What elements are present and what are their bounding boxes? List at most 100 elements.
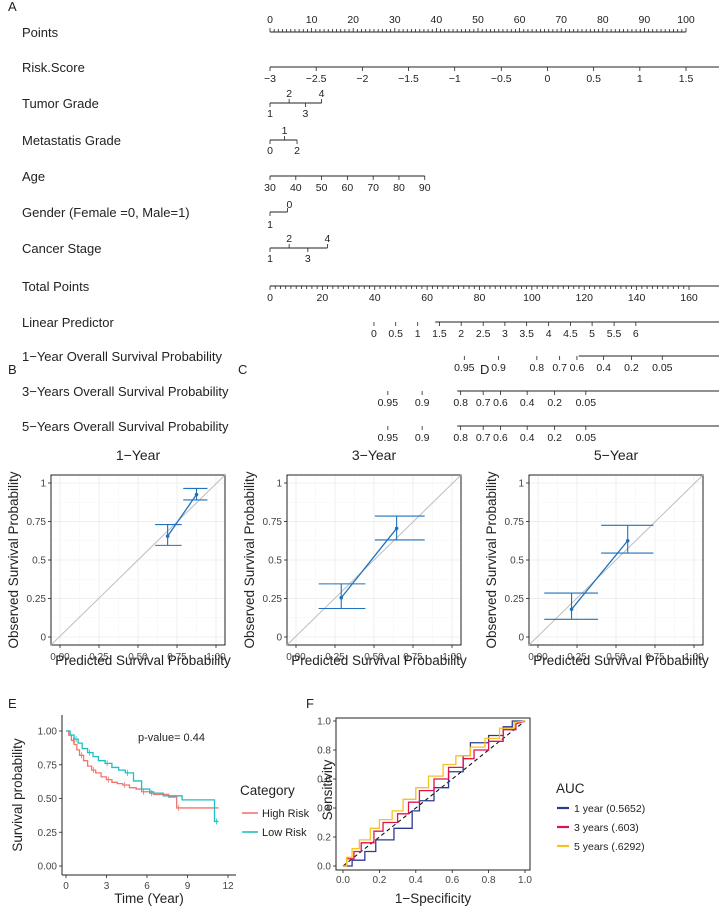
nomogram-tick-label: 100 bbox=[677, 14, 695, 26]
calibration-point bbox=[183, 487, 208, 501]
y-tick-label: 1 bbox=[518, 479, 524, 490]
nomogram-tick-label: 1 bbox=[267, 253, 273, 265]
nomogram-row: Age 30 40 50 60 70 80 90 bbox=[22, 169, 431, 194]
y-axis-label: Sensitivity bbox=[320, 759, 335, 820]
x-tick-label: 9 bbox=[185, 881, 191, 892]
nomogram-tick-label: 0 bbox=[371, 328, 377, 340]
x-tick-label: 1.0 bbox=[518, 875, 532, 886]
nomogram-row-label: 3−Years Overall Survival Probability bbox=[22, 384, 229, 399]
x-tick-label: 0.8 bbox=[482, 875, 496, 886]
panel-label: E bbox=[8, 696, 17, 711]
panel-label: D bbox=[480, 362, 489, 377]
nomogram-tick-label: −3 bbox=[264, 73, 276, 85]
chart-title: 1−Year bbox=[116, 447, 161, 463]
data-point bbox=[394, 526, 399, 531]
nomogram-row-label: Linear Predictor bbox=[22, 315, 114, 330]
x-tick-label: 0.00 bbox=[286, 652, 306, 663]
nomogram-row: Cancer Stage 1 2 3 4 bbox=[22, 233, 330, 265]
nomogram-tick-label: 0.7 bbox=[552, 362, 567, 374]
plot-frame bbox=[335, 717, 531, 871]
nomogram-row: Points 0 10 20 30 40 50 60 70 80 90 100 bbox=[22, 14, 695, 40]
x-tick-label: 0.00 bbox=[50, 652, 70, 663]
y-axis-label: Observed Survival Probability bbox=[484, 471, 499, 648]
nomogram-tick-label: 30 bbox=[389, 14, 401, 26]
y-tick-label: 1 bbox=[40, 479, 46, 490]
nomogram-tick-label: 4 bbox=[319, 88, 325, 100]
nomogram-tick-label: 0.7 bbox=[476, 397, 491, 409]
x-tick-label: 12 bbox=[222, 881, 234, 892]
nomogram-row: 1−Year Overall Survival Probability 0.95 0… bbox=[22, 349, 719, 374]
y-tick-label: 0 bbox=[40, 633, 46, 644]
nomogram-row-label: Points bbox=[22, 25, 59, 40]
nomogram-tick-label: 30 bbox=[264, 182, 276, 194]
y-tick-label: 0.25 bbox=[27, 594, 47, 605]
nomogram-tick-label: 0.6 bbox=[493, 397, 508, 409]
x-tick-label: 0.75 bbox=[167, 652, 187, 663]
nomogram-row: Tumor Grade 1 234 bbox=[22, 88, 325, 120]
calibration-point bbox=[155, 524, 182, 546]
nomogram-tick-label: 0.95 bbox=[378, 432, 399, 444]
nomogram-row-label: Cancer Stage bbox=[22, 241, 102, 256]
nomogram-tick-label: 50 bbox=[472, 14, 484, 26]
nomogram-row-label: Age bbox=[22, 169, 45, 184]
x-tick-label: 0.50 bbox=[128, 652, 148, 663]
nomogram-tick-label: 60 bbox=[342, 182, 354, 194]
km-curve bbox=[66, 730, 219, 823]
x-tick-label: 0.50 bbox=[364, 652, 384, 663]
data-point bbox=[569, 607, 574, 612]
nomogram-tick-label: 40 bbox=[369, 292, 381, 304]
x-tick-label: 0.75 bbox=[645, 652, 665, 663]
calibration-point bbox=[544, 592, 599, 620]
calibration-panel: 1−Year 0.00 0.25 0.50 0.75 1.00 0 0.25 0.5 0.75 1 P… bbox=[6, 447, 231, 668]
nomogram-tick-label: 0.5 bbox=[388, 328, 403, 340]
nomogram-tick-label: 0 bbox=[267, 292, 273, 304]
y-tick-label: 1.00 bbox=[38, 727, 58, 738]
nomogram-tick-label: 20 bbox=[347, 14, 359, 26]
calibration-panel: 3−Year 0.00 0.25 0.50 0.75 1.00 0 0.25 0.5 0.75 1 P… bbox=[242, 447, 467, 668]
nomogram-tick-label: 4.5 bbox=[563, 328, 578, 340]
nomogram-tick-label: −1 bbox=[449, 73, 461, 85]
nomogram-tick-label: 50 bbox=[316, 182, 328, 194]
x-tick-label: 6 bbox=[144, 881, 150, 892]
p-value-annotation: p-value= 0.44 bbox=[138, 732, 205, 744]
nomogram-tick-label: 2.5 bbox=[476, 328, 491, 340]
calibration-point bbox=[374, 515, 425, 541]
nomogram-tick-label: 90 bbox=[639, 14, 651, 26]
nomogram-tick-label: 0.2 bbox=[624, 362, 639, 374]
nomogram-tick-label: 70 bbox=[367, 182, 379, 194]
y-tick-label: 0.5 bbox=[32, 556, 46, 567]
nomogram-tick-label: 1.5 bbox=[679, 73, 694, 85]
nomogram-tick-label: 0.4 bbox=[596, 362, 611, 374]
nomogram-tick-label: 0.2 bbox=[547, 397, 562, 409]
nomogram-tick-label: 70 bbox=[555, 14, 567, 26]
y-tick-label: 0.2 bbox=[317, 833, 331, 844]
nomogram-tick-label: 1 bbox=[282, 125, 288, 137]
nomogram-tick-label: 0.8 bbox=[453, 397, 468, 409]
nomogram-tick-label: 10 bbox=[306, 14, 318, 26]
calibration-panel: 5−Year 0.00 0.25 0.50 0.75 1.00 0 0.25 0.5 0.75 1 P… bbox=[484, 447, 709, 668]
nomogram-tick-label: 0 bbox=[267, 145, 273, 157]
calibration-line bbox=[167, 494, 198, 537]
chart-title: 5−Year bbox=[594, 447, 639, 463]
data-point bbox=[165, 534, 170, 538]
x-axis-label: Predicted Survival Probability bbox=[291, 653, 467, 668]
nomogram-tick-label: 0.05 bbox=[652, 362, 673, 374]
data-point bbox=[339, 595, 344, 600]
y-tick-label: 0.75 bbox=[27, 517, 47, 528]
nomogram-tick-label: 5.5 bbox=[607, 328, 622, 340]
x-tick-label: 0.6 bbox=[445, 875, 459, 886]
legend-label: 5 years (.6292) bbox=[574, 841, 645, 853]
x-tick-label: 0.0 bbox=[336, 875, 350, 886]
y-tick-label: 0.50 bbox=[38, 794, 58, 805]
x-axis-label: Time (Year) bbox=[114, 891, 184, 906]
nomogram-row-label: Total Points bbox=[22, 279, 90, 294]
nomogram-row-label: Risk.Score bbox=[22, 60, 85, 75]
nomogram-tick-label: 0.05 bbox=[576, 432, 597, 444]
legend-title: AUC bbox=[556, 781, 585, 796]
nomogram-tick-label: 0.6 bbox=[570, 362, 585, 374]
chart-title: 3−Year bbox=[352, 447, 397, 463]
panel-label: F bbox=[306, 696, 314, 711]
y-tick-label: 0.75 bbox=[263, 517, 283, 528]
